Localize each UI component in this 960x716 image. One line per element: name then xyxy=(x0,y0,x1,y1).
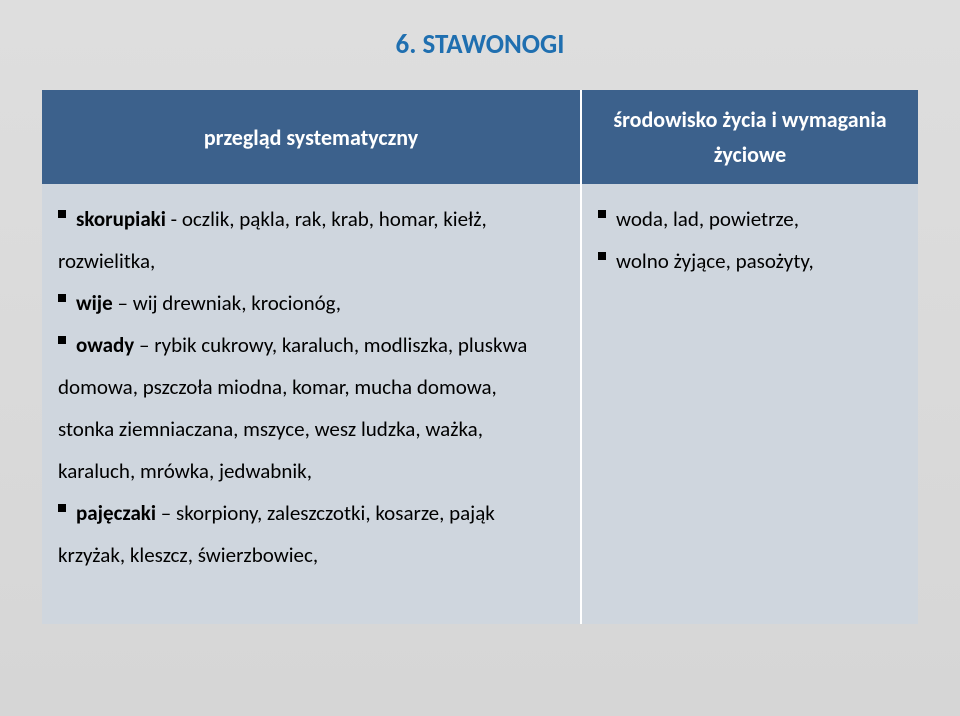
square-bullet-icon xyxy=(58,210,66,218)
square-bullet-icon xyxy=(598,210,606,218)
item-continuation: stonka ziemniaczana, mszyce, wesz ludzka… xyxy=(58,408,564,450)
list-item: skorupiaki - oczlik, pąkla, rak, krab, h… xyxy=(58,198,564,240)
square-bullet-icon xyxy=(58,294,66,302)
item-bold-prefix: pajęczaki xyxy=(76,500,156,526)
slide-page: 6. STAWONOGI przegląd systematyczny środ… xyxy=(0,0,960,716)
square-bullet-icon xyxy=(598,252,606,260)
item-rest-text: – rybik cukrowy, karaluch, modliszka, pl… xyxy=(134,332,527,358)
item-continuation: krzyżak, kleszcz, świerzbowiec, xyxy=(58,534,564,576)
table-body-row: skorupiaki - oczlik, pąkla, rak, krab, h… xyxy=(42,184,918,624)
square-bullet-icon xyxy=(58,336,66,344)
body-cell-left: skorupiaki - oczlik, pąkla, rak, krab, h… xyxy=(42,184,582,624)
item-bold-prefix: owady xyxy=(76,332,134,358)
header-right-line1: środowisko życia i wymagania xyxy=(613,102,886,137)
item-continuation: rozwielitka, xyxy=(58,240,564,282)
header-left-text: przegląd systematyczny xyxy=(204,124,418,151)
item-text: wolno żyjące, pasożyty, xyxy=(616,248,814,274)
list-item: pajęczaki – skorpiony, zaleszczotki, kos… xyxy=(58,492,564,534)
item-rest-text: – skorpiony, zaleszczotki, kosarze, pają… xyxy=(156,500,495,526)
body-cell-right: woda, lad, powietrze, wolno żyjące, pasoż… xyxy=(582,184,918,624)
list-item: owady – rybik cukrowy, karaluch, modlisz… xyxy=(58,324,564,366)
item-rest-text: - oczlik, pąkla, rak, krab, homar, kiełż… xyxy=(166,206,487,232)
header-cell-right: środowisko życia i wymagania życiowe xyxy=(582,90,918,184)
table-header-row: przegląd systematyczny środowisko życia … xyxy=(42,90,918,184)
list-item: wije – wij drewniak, krocionóg, xyxy=(58,282,564,324)
item-text: woda, lad, powietrze, xyxy=(616,206,799,232)
page-title: 6. STAWONOGI xyxy=(0,0,960,61)
item-continuation: karaluch, mrówka, jedwabnik, xyxy=(58,450,564,492)
list-item: woda, lad, powietrze, xyxy=(598,198,902,240)
header-cell-left: przegląd systematyczny xyxy=(42,90,582,184)
item-bold-prefix: wije xyxy=(76,290,113,316)
list-item: wolno żyjące, pasożyty, xyxy=(598,240,902,282)
item-rest-text: – wij drewniak, krocionóg, xyxy=(113,290,341,316)
square-bullet-icon xyxy=(58,504,66,512)
item-continuation: domowa, pszczoła miodna, komar, mucha do… xyxy=(58,366,564,408)
content-table: przegląd systematyczny środowisko życia … xyxy=(42,90,918,624)
item-bold-prefix: skorupiaki xyxy=(76,206,166,232)
header-right-line2: życiowe xyxy=(714,137,786,172)
